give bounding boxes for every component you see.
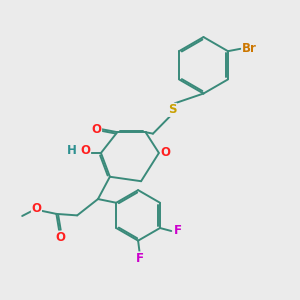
Text: O: O bbox=[160, 146, 170, 160]
Text: O: O bbox=[80, 144, 91, 158]
Text: S: S bbox=[168, 103, 176, 116]
Text: O: O bbox=[56, 231, 66, 244]
Text: F: F bbox=[136, 252, 144, 265]
Text: F: F bbox=[174, 224, 182, 238]
Text: O: O bbox=[32, 202, 41, 215]
Text: Br: Br bbox=[242, 42, 257, 55]
Text: O: O bbox=[92, 123, 101, 136]
Text: H: H bbox=[67, 144, 77, 158]
